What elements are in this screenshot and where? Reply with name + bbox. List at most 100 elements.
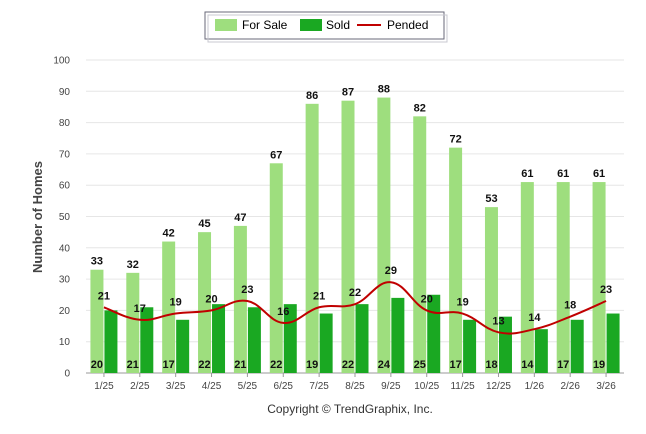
bar-sold	[176, 319, 190, 373]
x-tick-label: 8/25	[345, 381, 365, 392]
y-tick-label: 10	[59, 337, 71, 348]
legend-label-pended: Pended	[387, 18, 428, 32]
data-label-for-sale: 72	[449, 134, 461, 146]
bar-for-sale	[413, 116, 427, 373]
bar-for-sale	[520, 182, 534, 373]
y-tick-label: 90	[59, 87, 71, 98]
data-label-sold: 25	[414, 359, 426, 371]
data-label-pended: 20	[421, 293, 433, 305]
data-label-pended: 19	[170, 297, 182, 309]
x-tick-label: 9/25	[381, 381, 401, 392]
bar-sold	[463, 319, 477, 373]
data-label-sold: 22	[270, 359, 282, 371]
bar-sold	[498, 316, 512, 373]
x-tick-labels: 1/25 2/25 3/25 4/25 5/25 6/25 7/25 8/25 9/25 10/2…	[94, 373, 616, 392]
data-label-pended: 16	[277, 306, 289, 318]
data-label-sold: 22	[342, 359, 354, 371]
data-label-sold: 19	[593, 359, 605, 371]
data-label-for-sale: 67	[270, 149, 282, 161]
data-label-sold: 19	[306, 359, 318, 371]
bar-for-sale	[90, 269, 104, 373]
bar-for-sale	[484, 207, 498, 373]
data-label-sold: 14	[521, 359, 534, 371]
bar-for-sale	[162, 241, 176, 373]
data-label-sold: 18	[485, 359, 497, 371]
copyright-text: Copyright © TrendGraphix, Inc.	[267, 402, 433, 416]
legend-label-for-sale: For Sale	[242, 18, 288, 32]
bar-sold	[247, 307, 261, 373]
data-label-sold: 17	[557, 359, 569, 371]
data-label-pended: 29	[385, 265, 397, 277]
data-label-for-sale: 87	[342, 87, 354, 99]
data-label-for-sale: 33	[91, 256, 103, 268]
bar-for-sale	[341, 100, 355, 373]
y-tick-label: 80	[59, 118, 71, 129]
data-label-pended: 14	[528, 312, 541, 324]
data-label-pended: 21	[98, 290, 110, 302]
x-tick-label: 2/26	[560, 381, 580, 392]
data-label-sold: 21	[234, 359, 246, 371]
legend-swatch-for-sale	[215, 19, 237, 31]
data-label-for-sale: 61	[593, 168, 605, 180]
bar-for-sale	[269, 163, 283, 373]
data-label-sold: 20	[91, 359, 103, 371]
bar-sold	[104, 310, 118, 373]
x-tick-label: 12/25	[486, 381, 511, 392]
data-label-pended: 23	[600, 284, 612, 296]
data-label-pended: 18	[564, 300, 576, 312]
x-tick-label: 2/25	[130, 381, 150, 392]
x-tick-label: 3/26	[596, 381, 616, 392]
data-label-for-sale: 47	[234, 212, 246, 224]
data-label-pended: 17	[134, 303, 146, 315]
data-label-pended: 20	[205, 293, 217, 305]
x-tick-label: 11/25	[450, 381, 475, 392]
x-tick-label: 4/25	[202, 381, 222, 392]
bar-for-sale	[233, 225, 247, 373]
bar-sold	[391, 297, 405, 373]
bar-for-sale	[449, 147, 463, 373]
data-label-sold: 24	[378, 359, 391, 371]
y-tick-label: 50	[59, 212, 71, 223]
bar-sold	[319, 313, 333, 373]
data-label-for-sale: 86	[306, 90, 318, 102]
y-tick-labels: 0 10 20 30 40 50 60 70 80 90 100	[53, 56, 70, 380]
legend-box	[204, 11, 445, 40]
y-tick-label: 20	[59, 306, 71, 317]
y-axis-title: Number of Homes	[30, 161, 45, 273]
bar-sold	[355, 304, 369, 373]
x-tick-label: 1/26	[525, 381, 545, 392]
data-label-pended: 13	[492, 315, 504, 327]
legend-shadow	[207, 14, 448, 43]
y-tick-label: 70	[59, 149, 71, 160]
bar-sold	[212, 304, 226, 373]
data-label-sold: 21	[127, 359, 139, 371]
data-label-pended: 22	[349, 287, 361, 299]
bar-for-sale	[126, 272, 140, 373]
y-tick-label: 100	[53, 56, 70, 67]
data-label-for-sale: 82	[414, 102, 426, 114]
bar-for-sale	[377, 97, 391, 373]
data-label-for-sale: 45	[198, 218, 210, 230]
data-label-for-sale: 42	[163, 228, 175, 240]
data-label-pended: 19	[456, 297, 468, 309]
x-tick-label: 1/25	[94, 381, 114, 392]
y-tick-label: 0	[64, 369, 70, 380]
bar-sold	[534, 329, 548, 373]
bar-for-sale	[592, 182, 606, 373]
bar-sold	[606, 313, 620, 373]
bar-for-sale	[556, 182, 570, 373]
y-tick-label: 60	[59, 181, 71, 192]
data-label-pended: 21	[313, 290, 325, 302]
data-label-for-sale: 88	[378, 84, 390, 96]
x-tick-label: 7/25	[309, 381, 329, 392]
legend-swatch-sold	[300, 19, 322, 31]
y-tick-label: 40	[59, 243, 71, 254]
data-label-for-sale: 61	[557, 168, 569, 180]
pended-line	[103, 281, 607, 335]
data-label-for-sale: 32	[127, 259, 139, 271]
data-label-pended: 23	[241, 284, 253, 296]
legend: For Sale Sold Pended	[204, 11, 448, 43]
data-label-sold: 17	[449, 359, 461, 371]
x-tick-label: 5/25	[238, 381, 258, 392]
